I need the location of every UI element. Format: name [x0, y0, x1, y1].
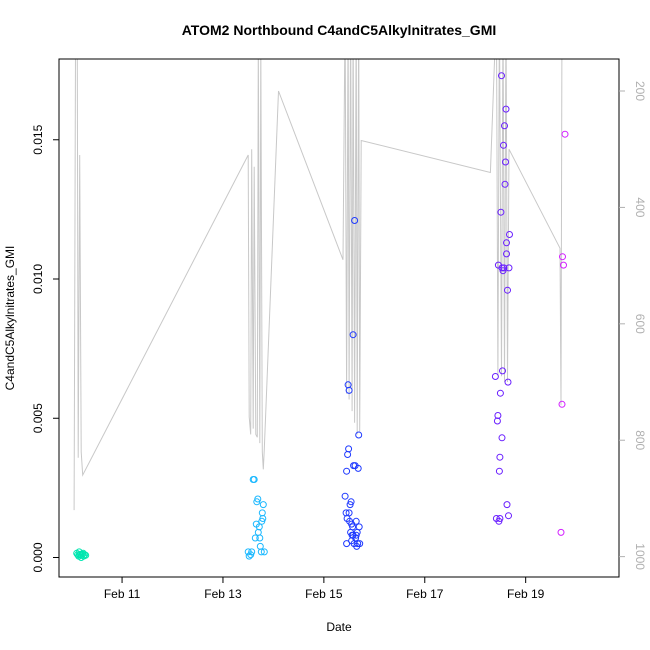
data-point	[503, 239, 510, 247]
data-point	[349, 331, 357, 339]
data-point	[248, 548, 256, 556]
x-tick-label: Feb 13	[204, 587, 242, 601]
data-point	[258, 517, 266, 525]
data-point	[345, 386, 353, 394]
data-point	[356, 540, 364, 548]
data-point	[501, 122, 508, 130]
data-point	[355, 523, 363, 531]
data-point	[250, 476, 258, 483]
data-point	[343, 540, 351, 548]
points-layer	[73, 72, 569, 561]
data-point	[557, 528, 565, 536]
y-tick-label: 0.000	[31, 542, 45, 572]
data-point	[504, 378, 512, 386]
y2-axis: 200 400 600 800 1000	[619, 81, 647, 570]
data-point	[498, 72, 505, 80]
data-point	[502, 158, 509, 166]
data-point	[348, 520, 356, 528]
x-axis: Feb 11 Feb 13 Feb 15 Feb 17 Feb 19	[104, 577, 545, 601]
y-tick-label: 0.010	[31, 264, 45, 294]
data-point	[345, 509, 353, 517]
x-tick-label: Feb 17	[406, 587, 444, 601]
x-tick-label: Feb 19	[507, 587, 545, 601]
data-point	[503, 250, 510, 258]
data-point	[505, 264, 513, 272]
data-point	[251, 534, 259, 542]
data-point	[500, 141, 507, 149]
data-point	[500, 264, 508, 272]
data-point	[559, 253, 566, 261]
data-point	[257, 548, 265, 556]
data-point	[494, 412, 502, 419]
data-point	[558, 400, 566, 408]
data-point	[496, 453, 504, 461]
y-axis: 0.000 0.005 0.010 0.015	[31, 124, 59, 573]
y2-tick-label: 600	[633, 314, 647, 334]
data-point	[561, 130, 569, 138]
data-point	[254, 495, 262, 503]
data-point	[504, 286, 511, 294]
data-point	[259, 501, 267, 509]
data-point	[79, 549, 87, 557]
data-point	[77, 554, 85, 561]
data-point	[354, 540, 362, 548]
data-point	[498, 434, 506, 442]
data-point	[491, 373, 499, 380]
data-point	[503, 501, 511, 509]
data-point	[351, 217, 359, 224]
data-point	[496, 515, 504, 522]
chart-title: ATOM2 Northbound C4andC5Alkylnitrates_GM…	[182, 22, 497, 38]
y2-tick-label: 1000	[633, 543, 647, 570]
data-point	[341, 492, 349, 500]
data-point	[343, 467, 351, 475]
data-point	[505, 512, 512, 520]
line-layer	[73, 59, 563, 511]
data-point	[496, 389, 504, 397]
y2-tick-label: 400	[633, 197, 647, 217]
data-point	[352, 531, 360, 539]
data-point	[256, 534, 264, 542]
y2-tick-label: 200	[633, 81, 647, 101]
data-point	[255, 523, 263, 531]
data-point	[502, 105, 510, 113]
x-tick-label: Feb 15	[305, 587, 343, 601]
x-axis-label: Date	[326, 620, 352, 634]
data-point	[501, 180, 509, 188]
data-point	[560, 261, 567, 269]
data-point	[355, 431, 363, 439]
data-point	[354, 464, 362, 472]
data-point	[345, 445, 353, 453]
data-point	[499, 367, 506, 375]
y-axis-label: C4andC5Alkylnitrates_GMI	[3, 246, 17, 391]
y-tick-label: 0.005	[31, 403, 45, 433]
data-point	[347, 498, 355, 506]
plot-frame	[58, 58, 620, 578]
x-tick-label: Feb 11	[104, 587, 141, 601]
data-point	[506, 231, 513, 238]
y2-tick-label: 800	[633, 430, 647, 450]
data-point	[260, 548, 268, 556]
data-point	[495, 467, 503, 475]
data-point	[497, 208, 505, 216]
y-tick-label: 0.015	[31, 124, 45, 154]
pressure-line	[73, 59, 563, 511]
